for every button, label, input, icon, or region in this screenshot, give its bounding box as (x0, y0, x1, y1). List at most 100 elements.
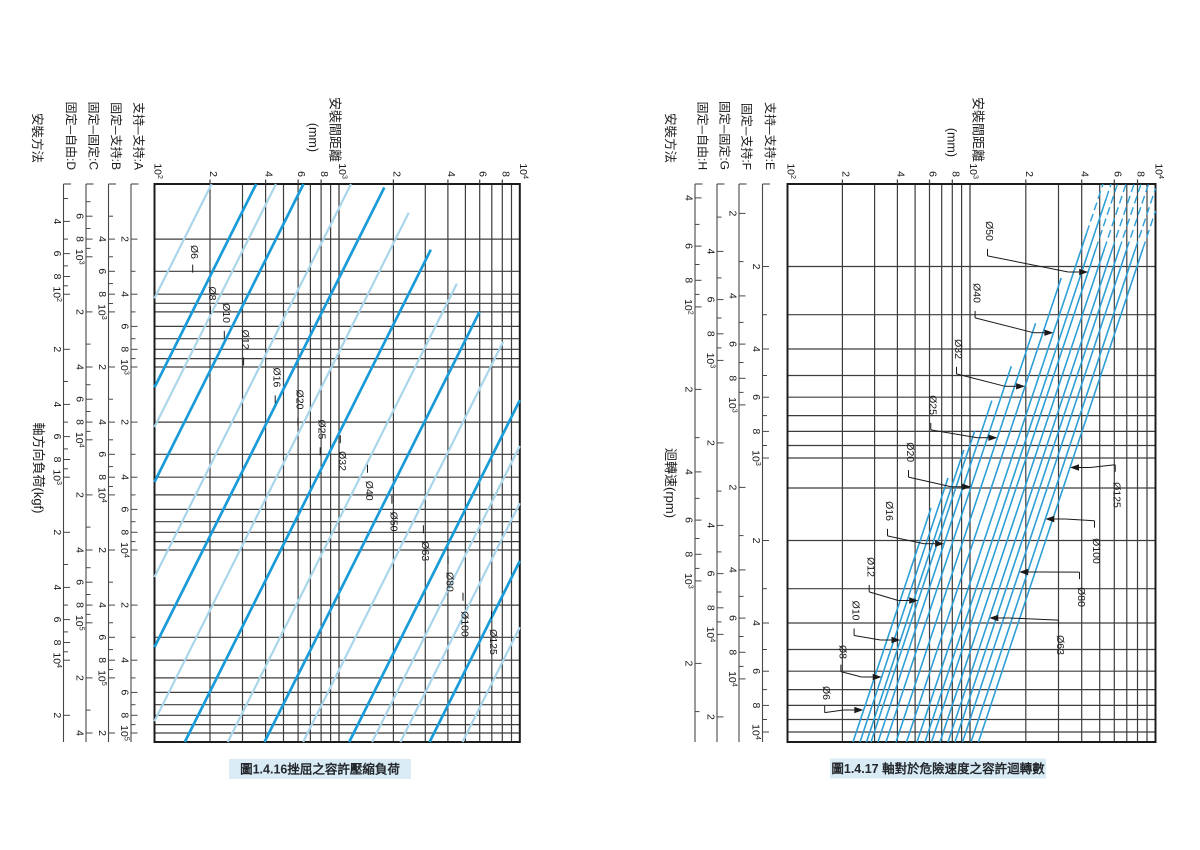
svg-text:2: 2 (750, 538, 762, 544)
svg-text:Ø100: Ø100 (1090, 538, 1102, 564)
svg-text:4: 4 (445, 171, 457, 177)
svg-text:Ø25: Ø25 (316, 419, 328, 439)
svg-text:4: 4 (683, 469, 695, 475)
svg-text:固定─固定:G: 固定─固定:G (718, 101, 733, 170)
svg-text:105: 105 (73, 615, 86, 631)
svg-text:4: 4 (263, 171, 275, 177)
svg-text:4: 4 (750, 346, 762, 352)
svg-text:Ø8: Ø8 (206, 286, 218, 300)
svg-text:固定─支持:F: 固定─支持:F (740, 103, 755, 170)
svg-text:4: 4 (96, 602, 108, 608)
svg-text:8: 8 (750, 428, 762, 434)
svg-text:6: 6 (119, 506, 131, 512)
svg-text:103: 103 (704, 353, 717, 369)
svg-text:支持─支持:A: 支持─支持:A (132, 102, 147, 170)
svg-text:103: 103 (682, 573, 695, 589)
svg-text:4: 4 (51, 401, 63, 407)
svg-text:102: 102 (51, 286, 64, 302)
svg-text:8: 8 (683, 277, 695, 283)
svg-text:104: 104 (704, 627, 717, 643)
svg-text:6: 6 (74, 213, 86, 219)
svg-text:(mm): (mm) (945, 128, 959, 157)
svg-text:8: 8 (949, 171, 961, 177)
svg-text:Ø40: Ø40 (971, 283, 983, 303)
svg-text:Ø40: Ø40 (363, 481, 375, 501)
svg-text:Ø12: Ø12 (865, 557, 877, 577)
svg-text:104: 104 (750, 724, 763, 740)
svg-text:4: 4 (727, 293, 739, 299)
svg-text:2: 2 (683, 386, 695, 392)
svg-text:6: 6 (727, 341, 739, 347)
svg-text:6: 6 (727, 615, 739, 621)
svg-text:Ø32: Ø32 (336, 451, 348, 471)
svg-text:支持─支持:E: 支持─支持:E (763, 102, 778, 170)
svg-text:Ø12: Ø12 (239, 330, 251, 350)
svg-text:6: 6 (51, 434, 63, 440)
svg-text:8: 8 (51, 457, 63, 463)
svg-text:8: 8 (727, 375, 739, 381)
svg-text:6: 6 (96, 268, 108, 274)
svg-text:2: 2 (119, 602, 131, 608)
svg-text:Ø6: Ø6 (820, 686, 832, 700)
svg-text:2: 2 (119, 419, 131, 425)
svg-text:Ø125: Ø125 (1111, 482, 1123, 508)
svg-text:Ø32: Ø32 (952, 339, 964, 359)
svg-text:6: 6 (119, 323, 131, 329)
svg-text:2: 2 (74, 675, 86, 681)
svg-text:2: 2 (51, 712, 63, 718)
svg-text:103: 103 (51, 469, 64, 485)
svg-text:8: 8 (51, 274, 63, 280)
svg-text:103: 103 (118, 359, 131, 375)
svg-text:8: 8 (750, 702, 762, 708)
svg-text:6: 6 (96, 634, 108, 640)
svg-text:Ø10: Ø10 (220, 303, 232, 323)
svg-text:2: 2 (839, 171, 851, 177)
svg-text:8: 8 (119, 712, 131, 718)
svg-text:Ø20: Ø20 (293, 390, 305, 410)
svg-text:2: 2 (750, 264, 762, 270)
svg-text:6: 6 (1111, 171, 1123, 177)
svg-text:2: 2 (207, 171, 219, 177)
svg-text:103: 103 (336, 163, 349, 179)
svg-text:8: 8 (705, 605, 717, 611)
svg-text:8: 8 (499, 171, 511, 177)
svg-text:8: 8 (74, 419, 86, 425)
svg-text:4: 4 (705, 248, 717, 254)
svg-text:Ø100: Ø100 (459, 611, 471, 637)
svg-text:2: 2 (727, 210, 739, 216)
svg-text:Ø63: Ø63 (1054, 635, 1066, 655)
svg-text:104: 104 (118, 542, 131, 558)
svg-text:8: 8 (96, 474, 108, 480)
svg-text:Ø80: Ø80 (444, 572, 456, 592)
svg-text:103: 103 (726, 397, 739, 413)
svg-text:軸方向負荷(kgf): 軸方向負荷(kgf) (31, 422, 46, 513)
svg-text:4: 4 (119, 291, 131, 297)
svg-text:4: 4 (683, 195, 695, 201)
svg-text:2: 2 (51, 346, 63, 352)
svg-text:2: 2 (51, 529, 63, 535)
svg-text:Ø10: Ø10 (850, 601, 862, 621)
svg-text:固定─支持:B: 固定─支持:B (109, 102, 124, 170)
svg-text:104: 104 (73, 432, 86, 448)
svg-text:Ø16: Ø16 (271, 367, 283, 387)
svg-text:4: 4 (705, 522, 717, 528)
svg-text:2: 2 (683, 660, 695, 666)
svg-text:105: 105 (118, 725, 131, 741)
svg-text:Ø50: Ø50 (983, 221, 995, 241)
svg-text:8: 8 (51, 640, 63, 646)
svg-text:Ø80: Ø80 (1075, 587, 1087, 607)
svg-text:6: 6 (295, 171, 307, 177)
svg-text:4: 4 (1079, 171, 1091, 177)
svg-text:6: 6 (927, 171, 939, 177)
svg-text:2: 2 (705, 714, 717, 720)
svg-text:104: 104 (1153, 163, 1166, 179)
svg-text:Ø63: Ø63 (419, 541, 431, 561)
svg-text:圖1.4.16挫屈之容許壓縮負荷: 圖1.4.16挫屈之容許壓縮負荷 (240, 762, 400, 777)
svg-text:4: 4 (96, 419, 108, 425)
svg-text:8: 8 (727, 649, 739, 655)
svg-text:104: 104 (51, 652, 64, 668)
svg-text:8: 8 (119, 346, 131, 352)
svg-text:固定─自由:H: 固定─自由:H (696, 101, 711, 170)
svg-text:6: 6 (74, 579, 86, 585)
svg-text:Ø20: Ø20 (904, 442, 916, 462)
